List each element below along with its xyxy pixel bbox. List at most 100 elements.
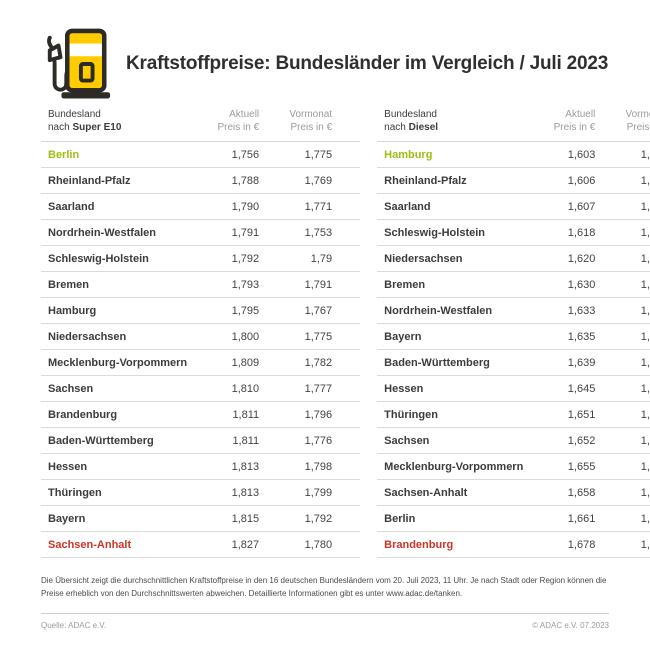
state-cell: Mecklenburg-Vorpommern <box>48 356 188 369</box>
previous-price-cell: 1,609 <box>640 486 650 499</box>
current-price-cell: 1,655 <box>567 460 596 473</box>
table-row: Rheinland-Pfalz 1,606 1,579 <box>377 168 650 194</box>
previous-price-cell: 1,603 <box>640 278 650 291</box>
table-row: Rheinland-Pfalz 1,788 1,769 <box>41 168 361 194</box>
current-price-cell: 1,678 <box>567 538 596 551</box>
previous-price-cell: 1,588 <box>640 356 650 369</box>
table-row: Sachsen-Anhalt 1,658 1,609 <box>377 480 650 506</box>
state-cell: Rheinland-Pfalz <box>48 174 131 187</box>
previous-price-cell: 1,585 <box>640 200 650 213</box>
fuel-type-label: Diesel <box>408 122 439 133</box>
current-price-cell: 1,756 <box>231 148 260 161</box>
table-header-diesel: Bundesland nach Diesel Aktuell Preis in … <box>377 108 650 142</box>
fuel-type-label: Super E10 <box>72 122 122 133</box>
current-price-cell: 1,811 <box>232 408 260 421</box>
current-price-cell: 1,603 <box>567 148 596 161</box>
current-price-cell: 1,827 <box>231 538 260 551</box>
previous-price-cell: 1,618 <box>640 538 650 551</box>
state-cell: Nordrhein-Westfalen <box>384 304 493 317</box>
table-row: Baden-Württemberg 1,639 1,588 <box>377 350 650 376</box>
source-label: Quelle: ADAC e.V. <box>41 621 107 630</box>
previous-price-cell: 1,782 <box>304 356 333 369</box>
table-row: Brandenburg 1,678 1,618 <box>377 532 650 558</box>
page-title: Kraftstoffpreise: Bundesländer im Vergle… <box>126 53 609 74</box>
state-cell: Hamburg <box>384 148 433 161</box>
previous-price-cell: 1,775 <box>304 330 333 343</box>
state-cell: Bayern <box>48 512 86 525</box>
table-row: Hessen 1,813 1,798 <box>41 454 361 480</box>
header: Kraftstoffpreise: Bundesländer im Vergle… <box>41 28 609 100</box>
current-price-cell: 1,792 <box>231 252 260 265</box>
footer-divider <box>41 613 609 614</box>
table-row: Niedersachsen 1,800 1,775 <box>41 324 361 350</box>
previous-price-cell: 1,799 <box>304 486 333 499</box>
state-cell: Nordrhein-Westfalen <box>48 226 156 239</box>
previous-price-cell: 1,587 <box>640 252 650 265</box>
table-row: Thüringen 1,651 1,616 <box>377 402 650 428</box>
previous-price-cell: 1,775 <box>304 148 333 161</box>
table-row: Bayern 1,815 1,792 <box>41 506 361 532</box>
current-price-cell: 1,795 <box>231 304 260 317</box>
table-row: Mecklenburg-Vorpommern 1,809 1,782 <box>41 350 361 376</box>
current-price-cell: 1,651 <box>567 408 596 421</box>
table-row: Hessen 1,645 1,603 <box>377 376 650 402</box>
table-row: Saarland 1,790 1,771 <box>41 194 361 220</box>
current-price-cell: 1,607 <box>567 200 596 213</box>
previous-price-cell: 1,792 <box>304 512 333 525</box>
table-row: Brandenburg 1,811 1,796 <box>41 402 361 428</box>
state-cell: Baden-Württemberg <box>48 434 154 447</box>
table-row: Baden-Württemberg 1,811 1,776 <box>41 428 361 454</box>
table-header-super-e10: Bundesland nach Super E10 Aktuell Preis … <box>41 108 361 142</box>
previous-price-cell: 1,79 <box>310 252 333 265</box>
previous-price-cell: 1,579 <box>640 174 650 187</box>
column-header-current: Aktuell Preis in € <box>217 109 260 133</box>
previous-price-cell: 1,600 <box>640 434 650 447</box>
state-cell: Sachsen-Anhalt <box>384 486 468 499</box>
current-price-cell: 1,652 <box>567 434 596 447</box>
previous-price-cell: 1,753 <box>304 226 333 239</box>
previous-price-cell: 1,796 <box>304 408 333 421</box>
table-row: Sachsen-Anhalt 1,827 1,780 <box>41 532 361 558</box>
state-cell: Schleswig-Holstein <box>384 226 486 239</box>
state-cell: Rheinland-Pfalz <box>384 174 467 187</box>
table-row: Thüringen 1,813 1,799 <box>41 480 361 506</box>
table-row: Schleswig-Holstein 1,618 1,603 <box>377 220 650 246</box>
previous-price-cell: 1,777 <box>304 382 333 395</box>
fuel-pump-icon <box>41 28 113 100</box>
current-price-cell: 1,815 <box>231 512 260 525</box>
table-super-e10: Bundesland nach Super E10 Aktuell Preis … <box>41 108 361 558</box>
state-cell: Brandenburg <box>384 538 454 551</box>
state-cell: Sachsen <box>384 434 430 447</box>
state-cell: Sachsen-Anhalt <box>48 538 132 551</box>
tables-area: Bundesland nach Super E10 Aktuell Preis … <box>41 108 650 558</box>
table-row: Saarland 1,607 1,585 <box>377 194 650 220</box>
current-price-cell: 1,618 <box>567 226 596 239</box>
state-cell: Bremen <box>384 278 426 291</box>
table-row: Nordrhein-Westfalen 1,791 1,753 <box>41 220 361 246</box>
table-row: Sachsen 1,652 1,600 <box>377 428 650 454</box>
table-row: Bremen 1,793 1,791 <box>41 272 361 298</box>
state-cell: Saarland <box>384 200 431 213</box>
current-price-cell: 1,790 <box>231 200 260 213</box>
state-cell: Hessen <box>384 382 424 395</box>
state-cell: Thüringen <box>384 408 438 421</box>
table-row: Berlin 1,756 1,775 <box>41 142 361 168</box>
state-cell: Schleswig-Holstein <box>48 252 149 265</box>
table-row: Sachsen 1,810 1,777 <box>41 376 361 402</box>
previous-price-cell: 1,767 <box>304 304 333 317</box>
state-cell: Niedersachsen <box>48 330 127 343</box>
previous-price-cell: 1,771 <box>304 200 333 213</box>
state-cell: Hamburg <box>48 304 97 317</box>
table-body-super-e10: Berlin 1,756 1,775 Rheinland-Pfalz 1,788… <box>41 142 361 558</box>
previous-price-cell: 1,586 <box>640 330 650 343</box>
column-header-previous: Vormonat Preis in € <box>625 109 650 133</box>
table-row: Hamburg 1,603 1,584 <box>377 142 650 168</box>
current-price-cell: 1,645 <box>567 382 596 395</box>
previous-price-cell: 1,603 <box>640 226 650 239</box>
table-row: Hamburg 1,795 1,767 <box>41 298 361 324</box>
previous-price-cell: 1,769 <box>304 174 333 187</box>
state-cell: Saarland <box>48 200 95 213</box>
current-price-cell: 1,630 <box>567 278 596 291</box>
table-row: Schleswig-Holstein 1,792 1,79 <box>41 246 361 272</box>
current-price-cell: 1,813 <box>231 486 260 499</box>
